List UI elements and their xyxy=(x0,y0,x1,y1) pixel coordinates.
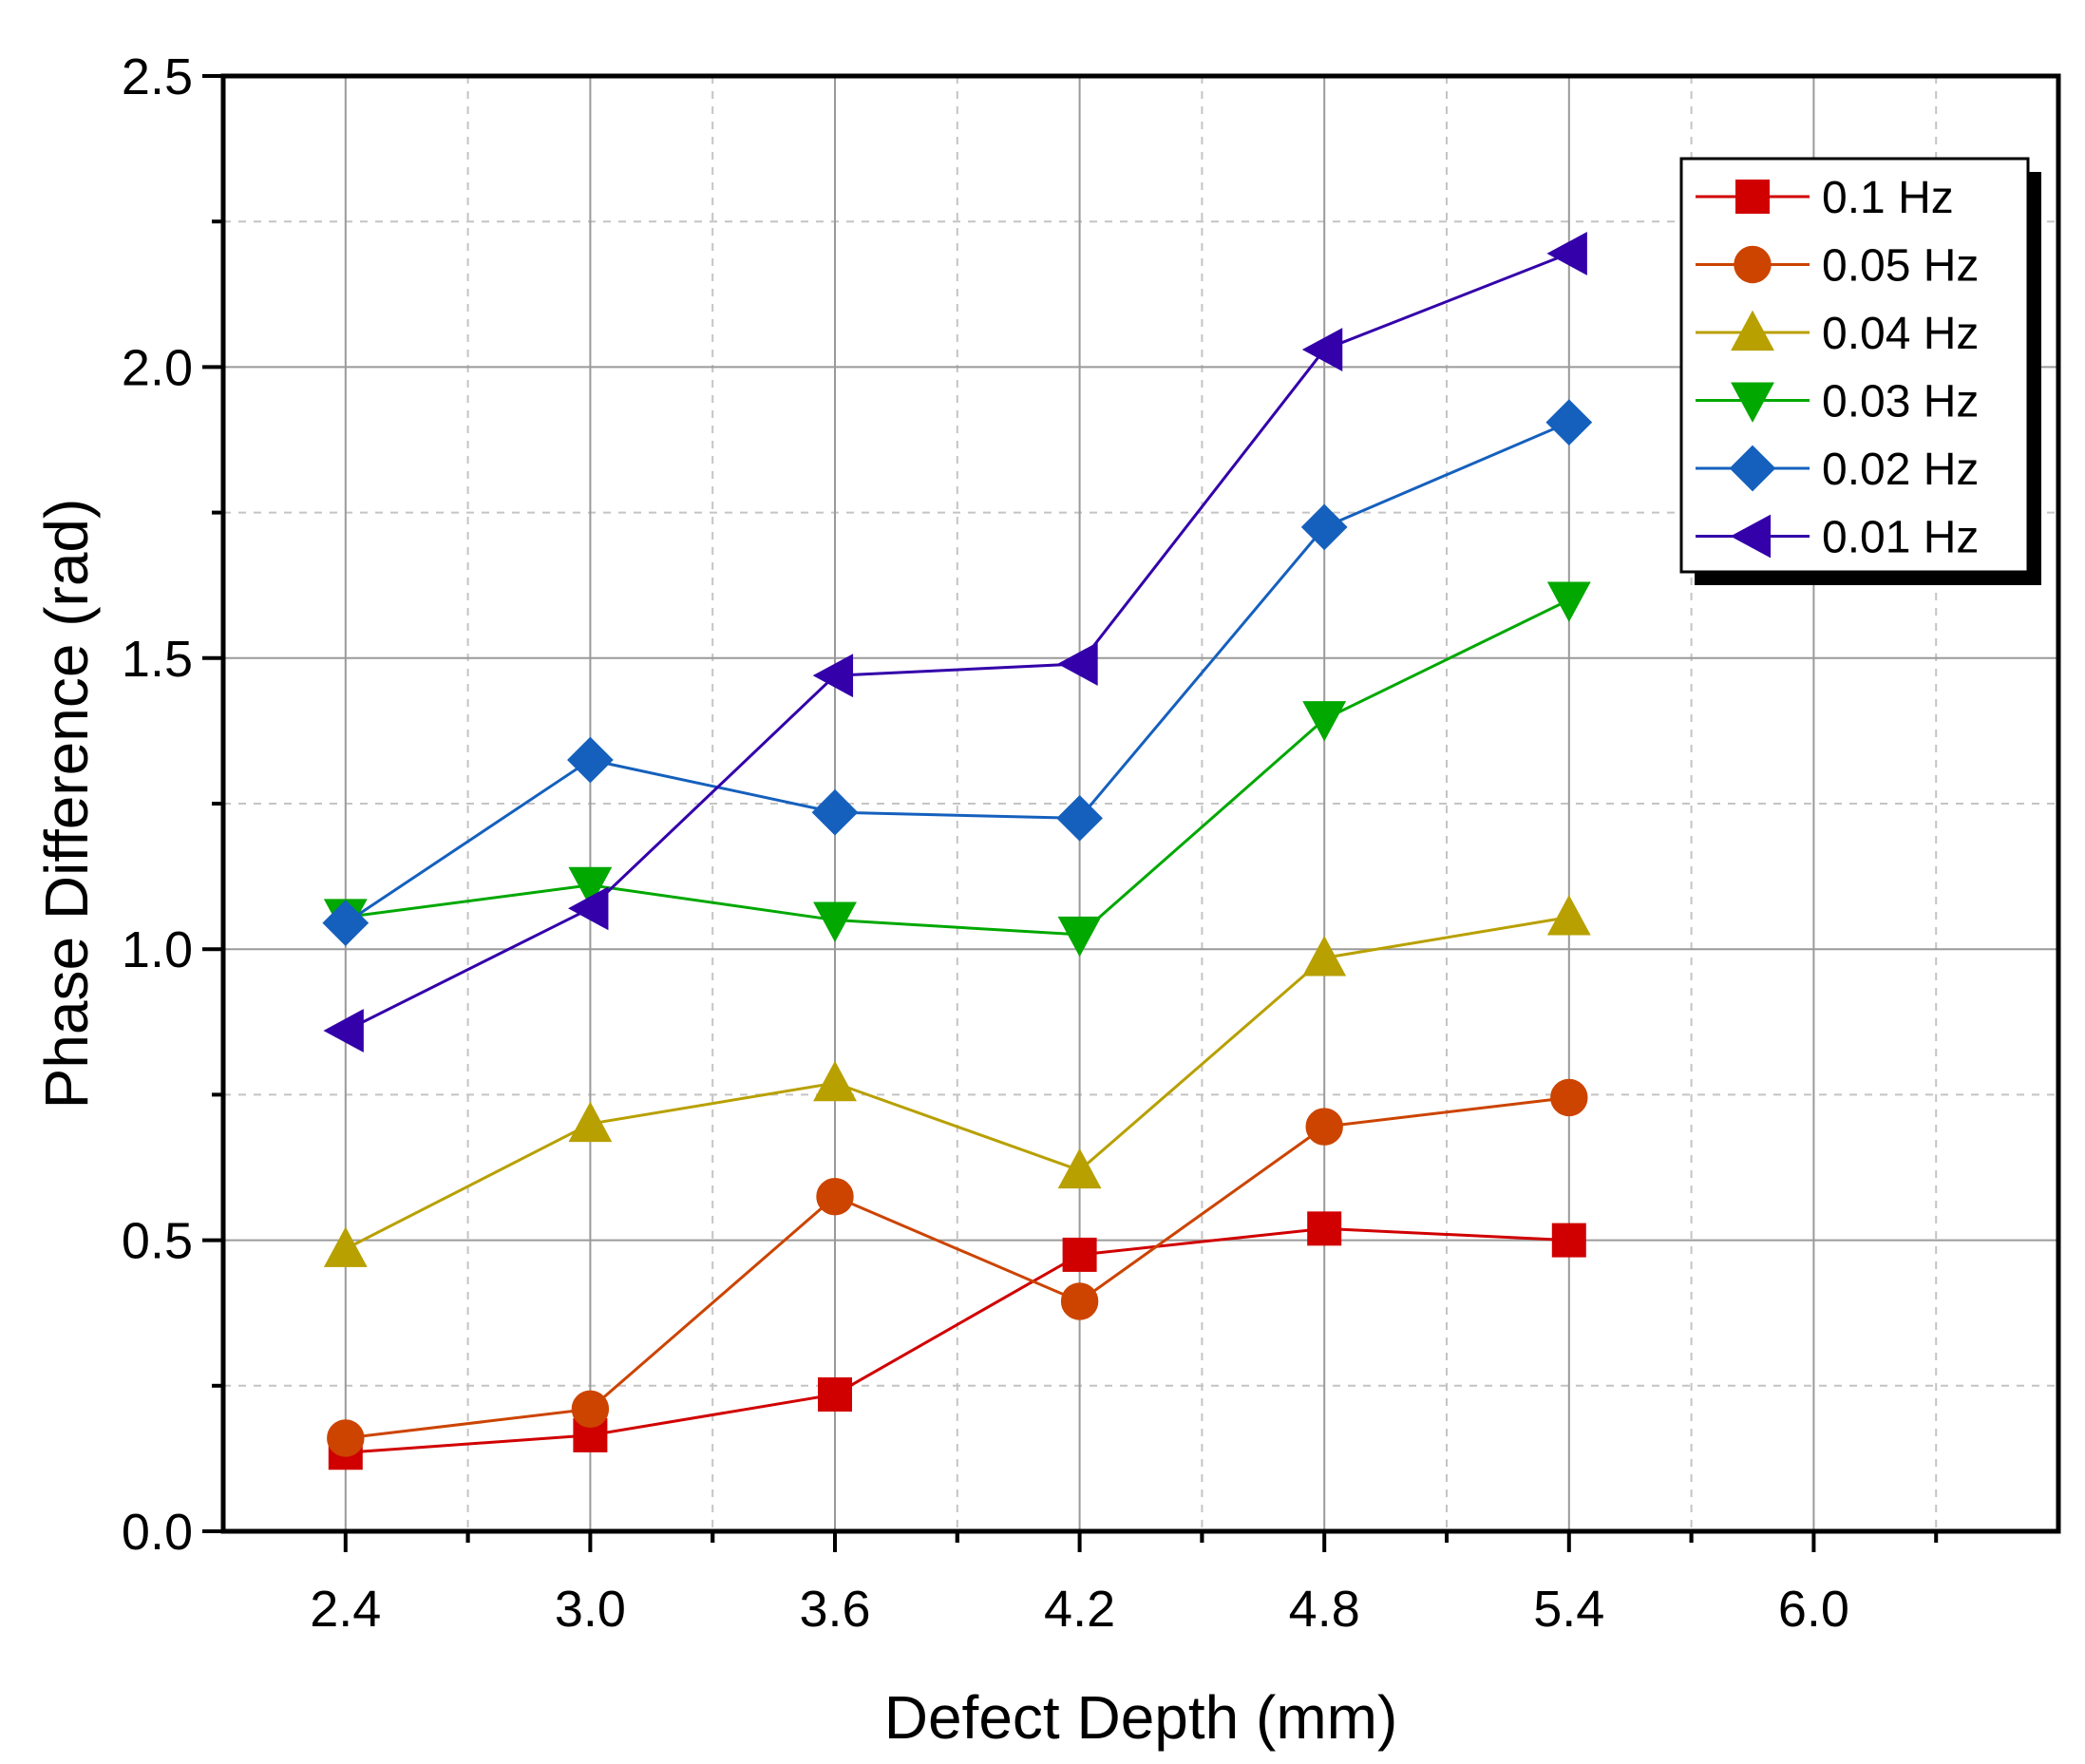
data-point xyxy=(1546,231,1587,275)
series-line xyxy=(345,1226,1569,1454)
legend-marker xyxy=(1735,180,1770,214)
legend-marker xyxy=(1731,310,1774,351)
data-point xyxy=(1057,916,1102,958)
data-point xyxy=(327,1419,365,1457)
data-point xyxy=(1302,936,1347,977)
data-point xyxy=(813,1060,857,1102)
data-point xyxy=(1305,1108,1343,1146)
data-point xyxy=(1546,581,1591,622)
series-0_05Hz xyxy=(327,1078,1588,1457)
tick-marks xyxy=(202,74,1939,1552)
y-axis-title: Phase Difference (rad) xyxy=(32,499,101,1110)
series-line xyxy=(345,598,1570,937)
data-point xyxy=(813,901,857,942)
series-line xyxy=(345,252,1570,1033)
y-tick-label: 2.5 xyxy=(122,48,193,105)
legend-item: 0.01 Hz xyxy=(1696,513,1979,563)
data-point xyxy=(1300,503,1348,551)
y-tick-label: 2.0 xyxy=(122,339,193,396)
data-point xyxy=(1057,1148,1102,1189)
series-line xyxy=(344,421,1570,924)
data-point xyxy=(1057,642,1098,686)
data-point xyxy=(1062,1237,1097,1272)
y-tick-labels: 0.0 0.5 1.0 1.5 2.0 2.5 xyxy=(122,48,193,1561)
data-point xyxy=(1551,1223,1586,1258)
data-point xyxy=(323,1226,368,1267)
series-0_04Hz xyxy=(323,895,1591,1267)
series-0_03Hz xyxy=(323,581,1591,958)
y-tick-label: 0.5 xyxy=(122,1213,193,1270)
legend-item: 0.02 Hz xyxy=(1696,445,1979,495)
data-point xyxy=(567,736,614,784)
legend-box xyxy=(1679,157,2030,574)
data-point xyxy=(568,886,609,931)
data-point xyxy=(1302,701,1347,742)
legend-label: 0.02 Hz xyxy=(1822,445,1979,495)
legend-label: 0.03 Hz xyxy=(1822,377,1979,427)
legend-item: 0.05 Hz xyxy=(1696,241,1979,292)
data-point xyxy=(1301,328,1343,371)
legend-item: 0.03 Hz xyxy=(1696,377,1979,427)
y-tick-label: 1.0 xyxy=(122,921,193,978)
legend-label: 0.05 Hz xyxy=(1822,241,1979,292)
data-point xyxy=(1060,1282,1099,1320)
series-line xyxy=(345,1095,1569,1440)
series-group xyxy=(322,231,1593,1470)
y-tick-label: 0.0 xyxy=(122,1504,193,1561)
data-point xyxy=(568,866,613,908)
data-point xyxy=(1545,399,1593,446)
data-point xyxy=(573,1417,608,1452)
data-point xyxy=(568,1101,613,1143)
series-0_01Hz xyxy=(323,231,1587,1053)
legend-item: 0.1 Hz xyxy=(1696,173,1954,223)
x-tick-label: 5.4 xyxy=(1533,1581,1604,1638)
data-point xyxy=(1546,895,1591,936)
x-tick-label: 3.6 xyxy=(799,1581,870,1638)
series-0_1Hz xyxy=(328,1211,1586,1470)
data-point xyxy=(818,1376,852,1412)
legend: 0.1 Hz 0.05 Hz 0.04 Hz 0.03 Hz 0.02 Hz 0.01 H… xyxy=(1679,157,2041,585)
data-point xyxy=(1056,794,1103,842)
x-axis-title: Defect Depth (mm) xyxy=(884,1683,1398,1752)
x-tick-label: 6.0 xyxy=(1778,1581,1849,1638)
data-point xyxy=(571,1390,610,1429)
data-point xyxy=(812,654,854,698)
x-tick-label: 4.8 xyxy=(1289,1581,1360,1638)
legend-label: 0.04 Hz xyxy=(1822,309,1979,359)
series-line xyxy=(345,916,1570,1251)
legend-marker xyxy=(1731,382,1774,423)
data-point xyxy=(816,1177,854,1216)
legend-marker xyxy=(1729,445,1776,492)
legend-label: 0.01 Hz xyxy=(1822,513,1979,563)
data-point xyxy=(811,788,859,836)
data-point xyxy=(1550,1078,1588,1117)
y-tick-label: 1.5 xyxy=(122,631,193,688)
legend-label: 0.1 Hz xyxy=(1822,173,1954,223)
data-point xyxy=(323,1009,364,1053)
data-point xyxy=(322,900,370,946)
series-0_02Hz xyxy=(322,399,1593,946)
legend-marker xyxy=(1730,514,1772,559)
x-tick-label: 4.2 xyxy=(1044,1581,1115,1638)
x-tick-labels: 2.4 3.0 3.6 4.2 4.8 5.4 6.0 xyxy=(310,1581,1849,1638)
legend-item: 0.04 Hz xyxy=(1696,309,1979,359)
legend-marker xyxy=(1734,245,1772,284)
data-point xyxy=(1307,1211,1342,1246)
x-tick-label: 3.0 xyxy=(555,1581,626,1638)
x-tick-label: 2.4 xyxy=(310,1581,381,1638)
